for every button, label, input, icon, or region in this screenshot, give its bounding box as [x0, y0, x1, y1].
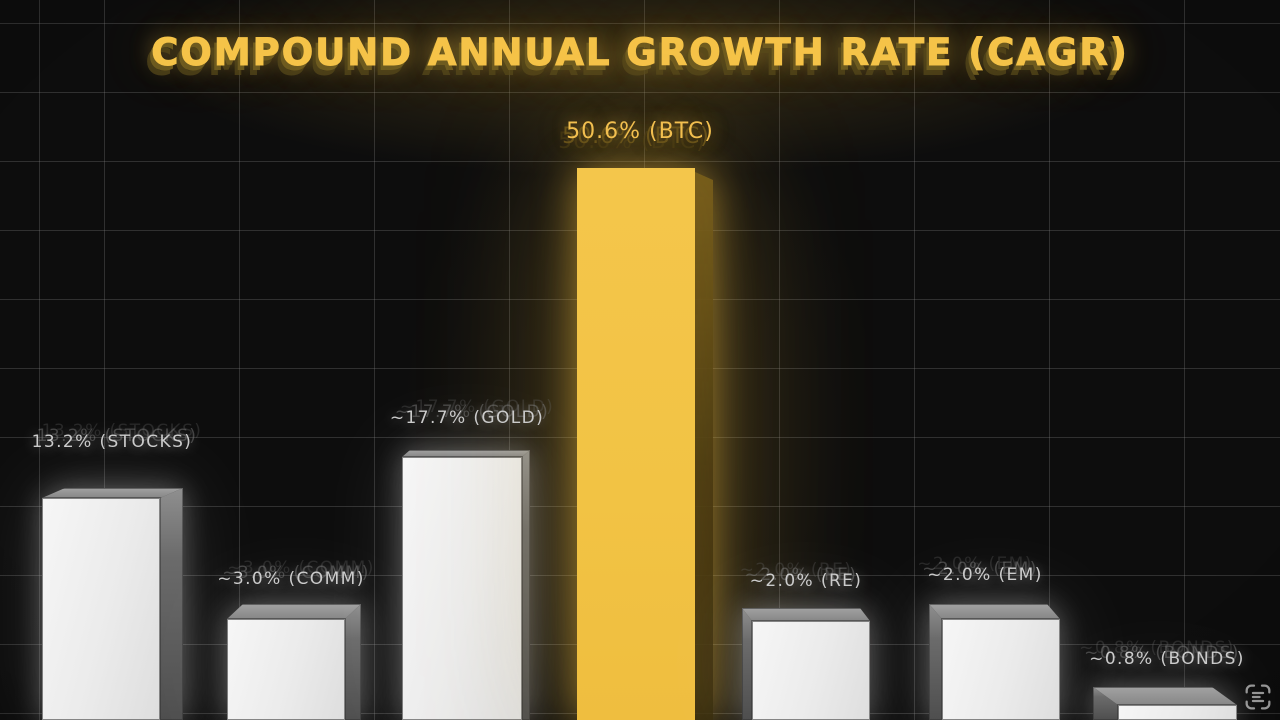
bar-stocks-side-face [160, 488, 183, 720]
bar-bonds-top-face [1093, 687, 1237, 705]
bar-stocks-top-face [42, 488, 183, 498]
bar-gold-value-label: ~17.7% (GOLD) [389, 408, 545, 428]
bar-comm-value-label: ~3.0% (COMM) [217, 569, 365, 589]
bar-btc-front-face [577, 168, 695, 720]
bar-re-value-label: ~2.0% (RE) [749, 571, 863, 591]
bar-gold-top-face [402, 450, 530, 457]
bar-gold-side-face [522, 450, 530, 720]
scan-text-icon[interactable] [1242, 681, 1274, 713]
bar-em-side-face [929, 604, 942, 720]
bar-em-value-label: ~2.0% (EM) [927, 565, 1043, 585]
bar-bonds-front-face [1118, 705, 1237, 720]
bar-gold-front-face [402, 457, 522, 720]
bar-stocks-value-label: 13.2% (STOCKS) [31, 432, 193, 452]
bar-re-top-face [742, 608, 870, 621]
bar-comm-side-face [345, 604, 361, 720]
bar-btc-side-face [695, 172, 713, 720]
bar-re-side-face [742, 608, 752, 720]
chart-title: COMPOUND ANNUAL GROWTH RATE (CAGR) [151, 31, 1129, 75]
bar-btc-value-label: 50.6% (BTC) [566, 119, 714, 144]
bar-em-top-face [929, 604, 1060, 619]
bar-em-front-face [942, 619, 1060, 720]
bar-comm-top-face [227, 604, 361, 619]
bar-re-front-face [752, 621, 870, 720]
bar-stocks-front-face [42, 498, 160, 720]
bar-bonds-value-label: ~0.8% (BONDS) [1089, 649, 1245, 669]
